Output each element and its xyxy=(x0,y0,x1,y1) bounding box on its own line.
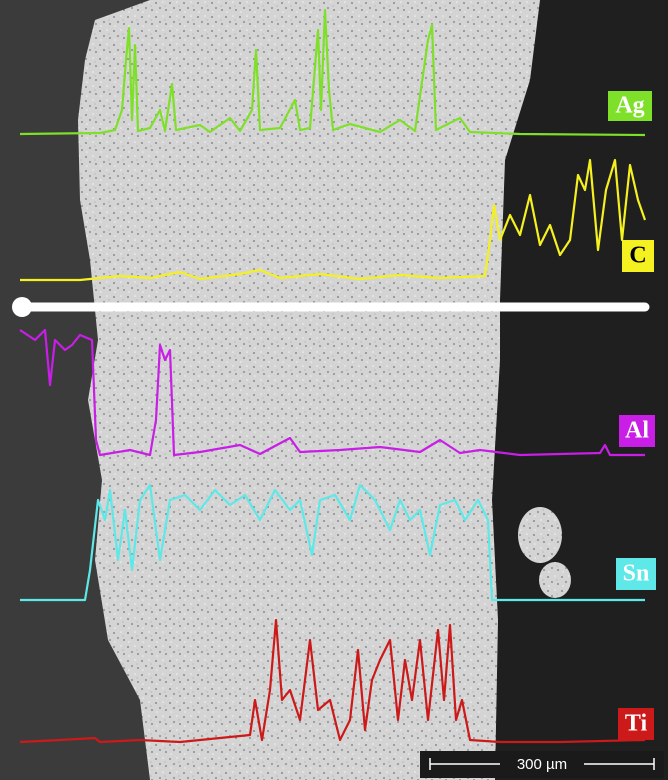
scan-start xyxy=(12,297,32,317)
element-label: Sn xyxy=(623,561,650,587)
scale-bar-label: 300 µm xyxy=(517,756,567,773)
particle xyxy=(518,507,562,563)
element-label: Al xyxy=(625,418,649,444)
element-label: Ag xyxy=(615,93,644,119)
specimen xyxy=(78,0,540,780)
particle xyxy=(539,562,571,598)
element-label: Ti xyxy=(625,711,648,737)
element-label: C xyxy=(629,243,646,269)
sem-image: Ag C Al Sn Ti 300 µm xyxy=(0,0,668,780)
